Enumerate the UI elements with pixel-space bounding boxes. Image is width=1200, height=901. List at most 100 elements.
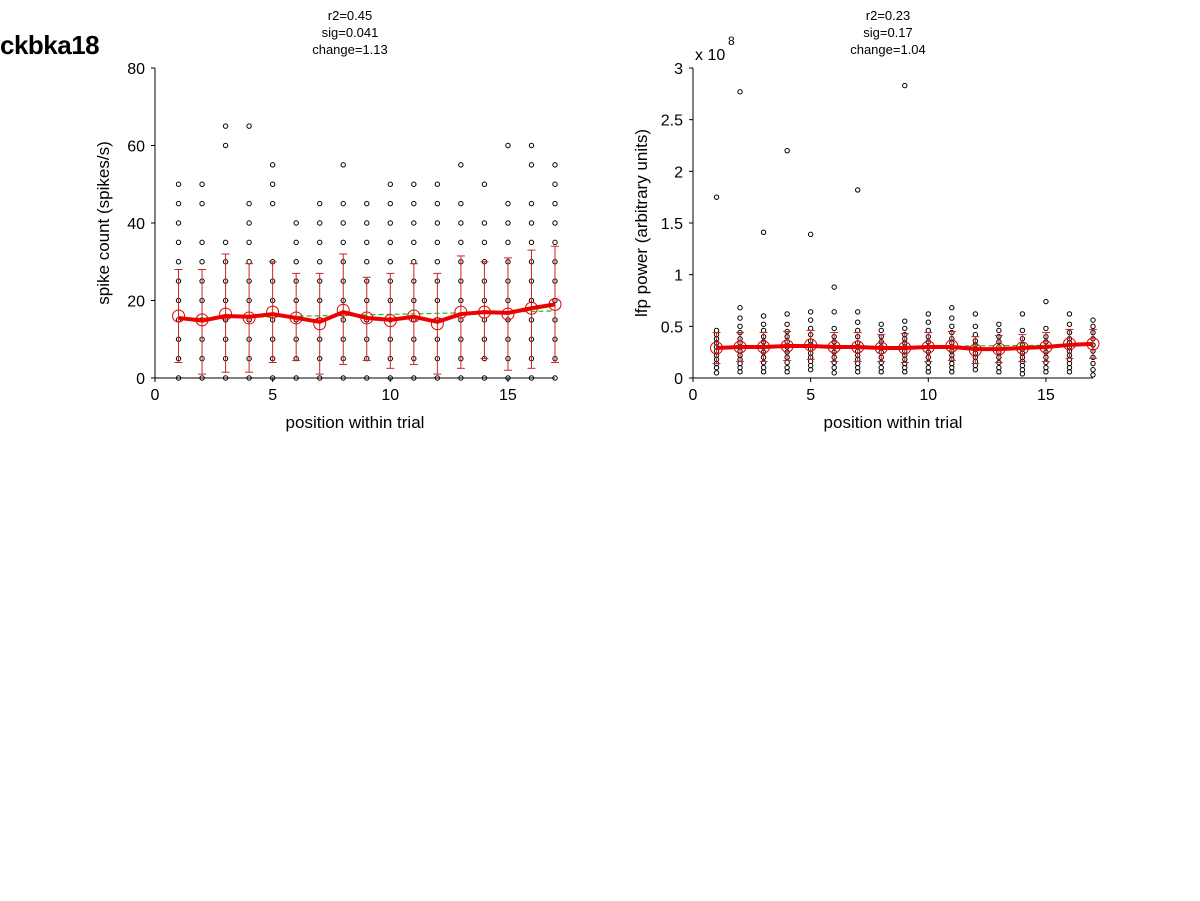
data-point: [434, 259, 441, 265]
data-point: [387, 220, 393, 226]
data-point: [317, 375, 323, 381]
data-point: [1043, 325, 1049, 332]
data-point: [737, 305, 743, 311]
data-point: [784, 311, 790, 317]
x-tick-label: 0: [689, 387, 698, 404]
data-point: [505, 220, 511, 226]
data-point: [925, 327, 931, 334]
y-tick-label: 1: [674, 268, 683, 285]
data-point: [222, 123, 229, 129]
data-point: [1090, 372, 1096, 378]
data-point: [949, 305, 955, 311]
smoothed-trend-line: [716, 341, 1094, 352]
data-point: [855, 309, 861, 315]
data-point: [364, 239, 370, 246]
data-point: [387, 181, 393, 187]
data-point: [831, 284, 837, 290]
data-point: [340, 200, 346, 207]
data-point: [481, 239, 488, 246]
mean-marker: [195, 313, 209, 327]
mean-marker: [266, 305, 280, 319]
x-axis-label: position within trial: [286, 413, 425, 432]
data-point: [317, 259, 323, 265]
mean-marker: [921, 340, 935, 354]
x-tick-label: 15: [499, 387, 517, 404]
data-point: [364, 200, 370, 207]
stats-line: change=1.13: [312, 42, 388, 57]
data-point: [481, 375, 488, 381]
data-point: [972, 331, 979, 338]
data-point: [199, 239, 205, 246]
data-point: [760, 327, 767, 334]
data-point: [199, 259, 205, 265]
mean-marker: [733, 340, 747, 354]
smoothed-trend-line: [178, 302, 556, 324]
data-point: [340, 239, 346, 246]
mean-marker: [289, 311, 303, 325]
data-point: [246, 375, 252, 381]
data-point: [246, 200, 252, 207]
mean-marker: [477, 305, 491, 319]
data-point: [175, 220, 182, 226]
data-point: [317, 239, 323, 246]
data-point: [293, 375, 299, 381]
data-point: [760, 313, 767, 319]
data-point: [387, 375, 393, 381]
data-point: [434, 200, 441, 207]
data-point: [1090, 323, 1096, 330]
y-tick-label: 80: [127, 61, 145, 78]
data-point: [925, 319, 931, 325]
data-point: [458, 200, 464, 207]
data-point: [293, 259, 299, 265]
data-point: [902, 325, 908, 332]
data-point: [855, 319, 861, 325]
data-point: [246, 123, 252, 129]
data-point: [505, 375, 511, 381]
data-point: [411, 239, 417, 246]
data-point: [458, 162, 464, 168]
data-point: [784, 364, 790, 371]
stats-line: sig=0.17: [863, 25, 913, 40]
mean-marker: [804, 338, 818, 352]
data-point: [246, 239, 252, 246]
x-tick-label: 15: [1037, 387, 1055, 404]
x-tick-label: 5: [268, 387, 277, 404]
data-point: [175, 259, 182, 265]
mean-marker: [336, 303, 350, 317]
mean-marker: [242, 311, 256, 325]
y-tick-label: 1.5: [661, 216, 683, 233]
data-point: [878, 321, 884, 327]
data-point: [784, 321, 790, 327]
data-point: [831, 309, 837, 315]
data-point: [784, 147, 790, 154]
data-point: [387, 200, 393, 207]
mean-marker: [360, 311, 374, 325]
data-point: [293, 220, 299, 226]
data-point: [831, 364, 837, 371]
data-point: [387, 259, 393, 265]
data-point: [458, 239, 464, 246]
spike-count-panel: r2=0.45 sig=0.041 change=1.13 0 5 10 15 0 20 40 60…: [94, 8, 562, 432]
data-point: [411, 375, 417, 381]
data-point: [528, 142, 535, 149]
y-tick-label: 20: [127, 294, 145, 311]
mean-marker: [874, 341, 888, 355]
data-point: [552, 375, 558, 381]
data-point: [552, 181, 558, 187]
data-point: [1019, 327, 1026, 334]
mean-marker: [524, 301, 538, 315]
data-point: [784, 359, 790, 366]
data-point: [411, 181, 417, 187]
mean-marker: [757, 340, 771, 354]
mean-marker: [313, 317, 327, 331]
data-point: [737, 323, 743, 330]
x-tick-label: 0: [151, 387, 160, 404]
y-tick-label: 60: [127, 139, 145, 156]
data-point: [199, 181, 205, 187]
data-point: [528, 200, 535, 207]
data-point: [855, 187, 861, 193]
data-point: [364, 375, 370, 381]
figure-title: ckbka18: [0, 30, 100, 60]
data-point: [807, 325, 814, 332]
data-point: [175, 200, 182, 207]
